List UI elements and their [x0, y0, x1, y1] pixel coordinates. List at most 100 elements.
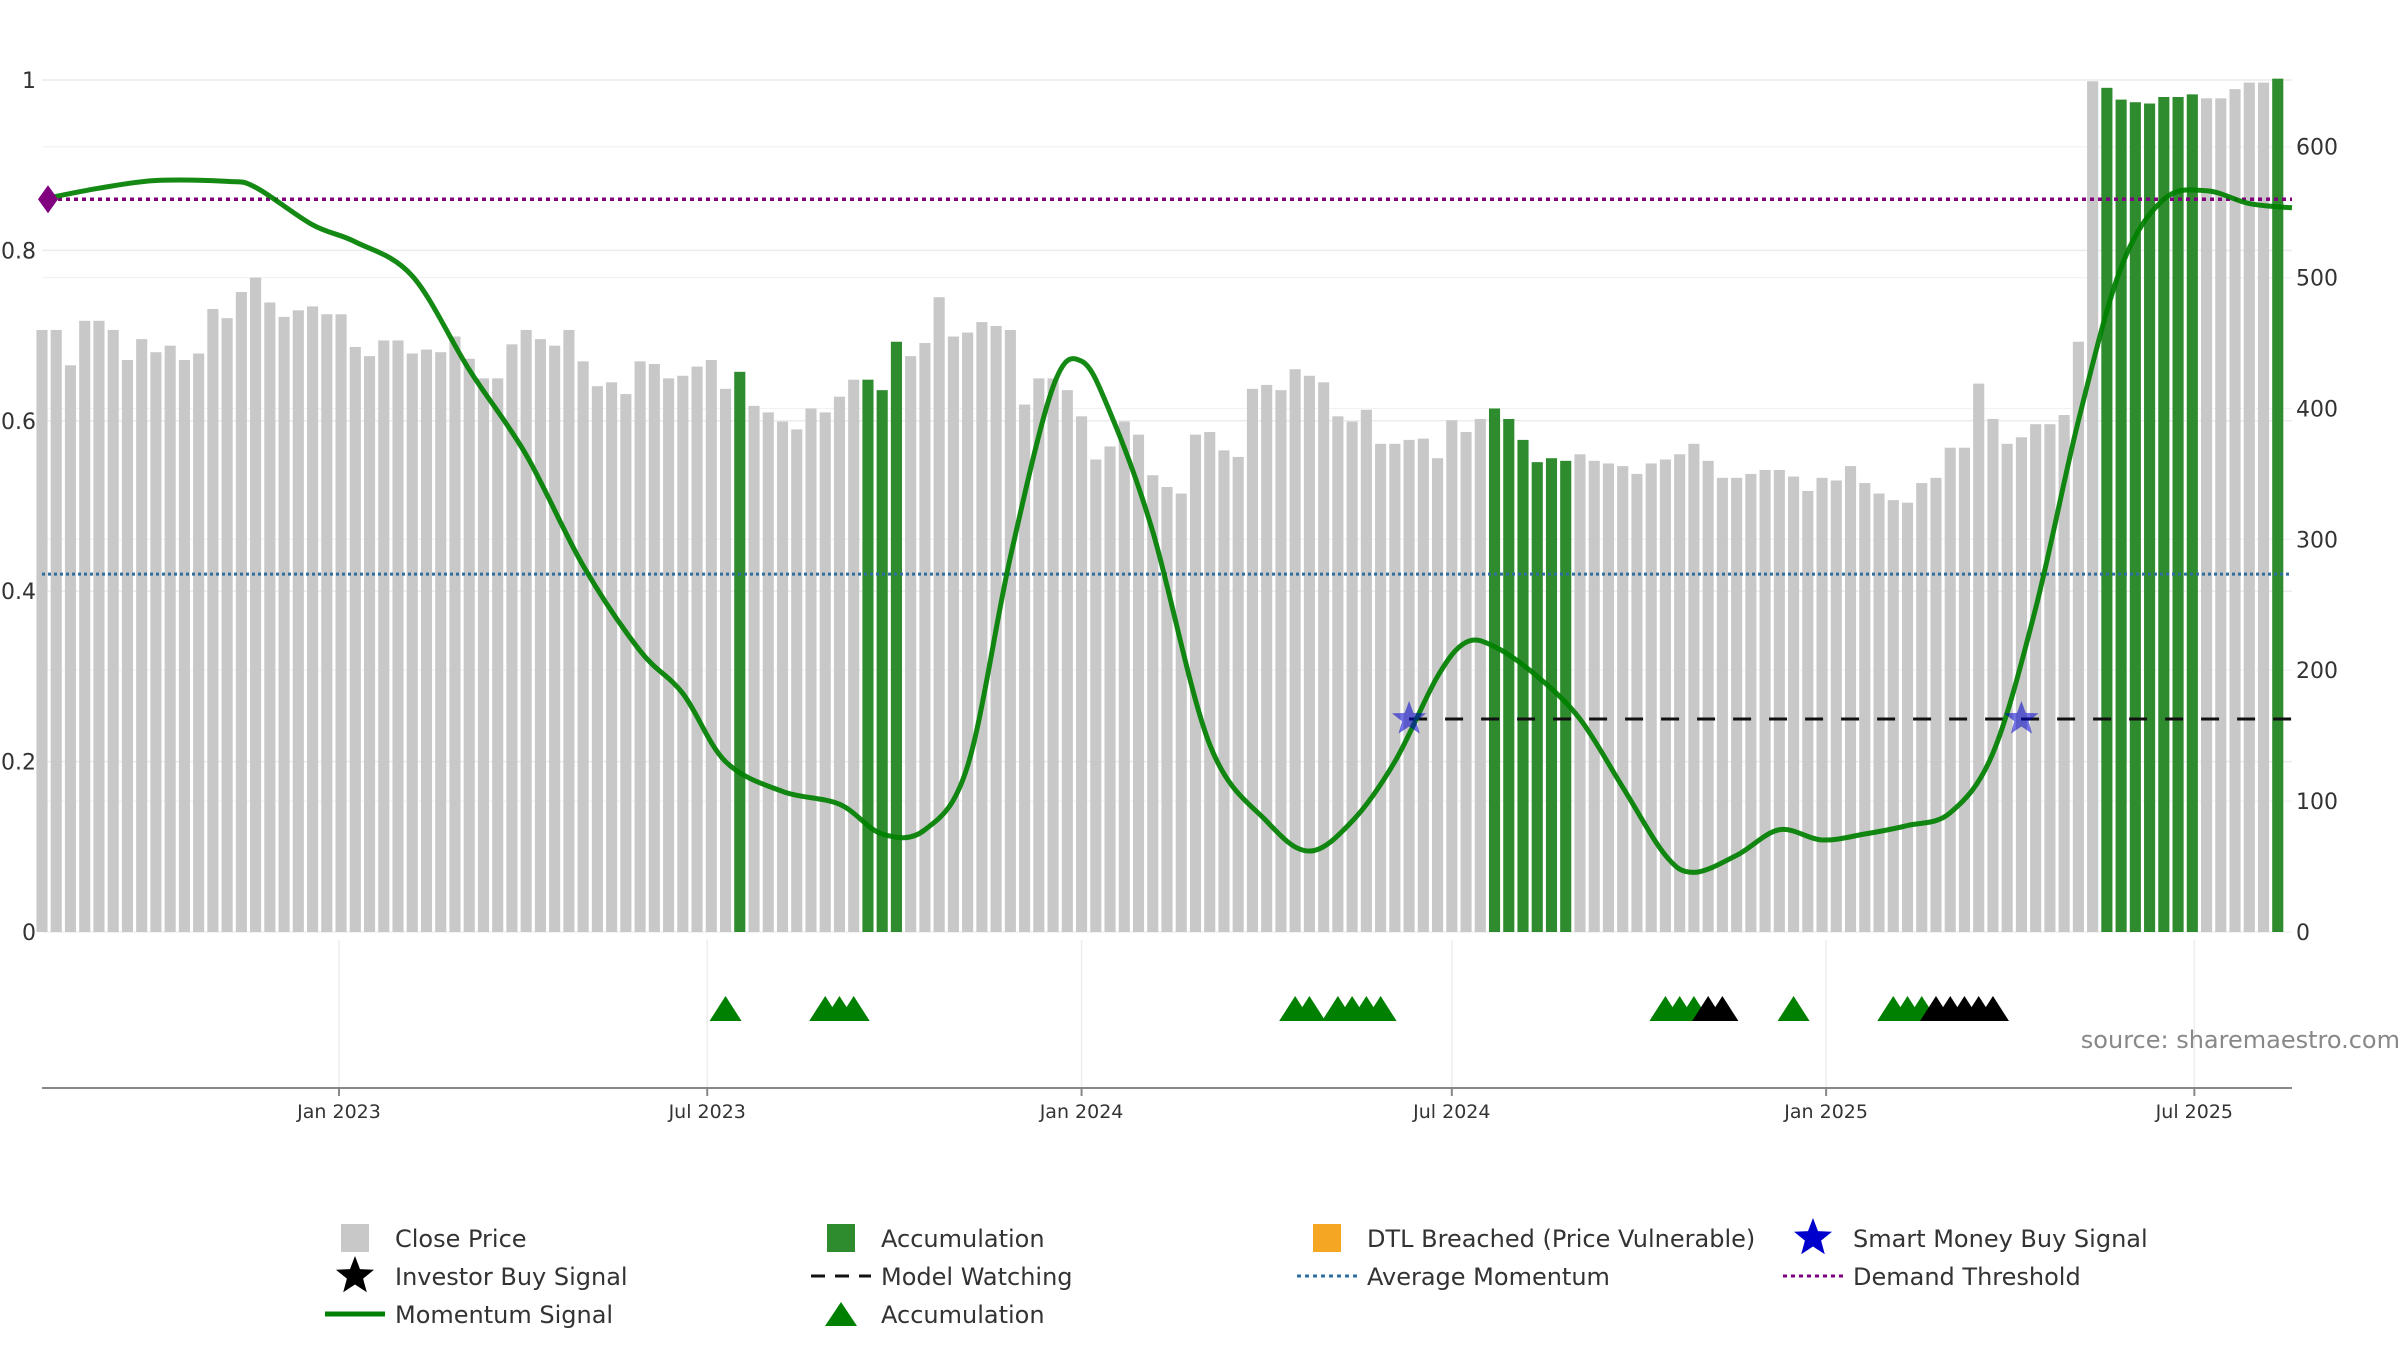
close-price-bar [136, 339, 148, 933]
investor-buy-triangle [1976, 996, 2009, 1021]
close-price-bar [477, 378, 490, 932]
close-price-bar [506, 344, 518, 932]
close-price-bar [691, 366, 703, 933]
accumulation-triangle [1364, 996, 1397, 1021]
close-price-bar [1702, 460, 1714, 932]
close-price-bar [193, 353, 205, 932]
close-price-bar [307, 306, 319, 933]
close-price-bar [2030, 424, 2042, 932]
close-price-bar [2001, 443, 2013, 932]
right-axis-ticks: 0 100 200 300 400 500 600 [2296, 136, 2338, 946]
demand-threshold-marker [38, 185, 58, 214]
close-price-bar [1474, 418, 1486, 932]
accumulation-bar [2129, 102, 2141, 932]
close-price-bar [1332, 416, 1344, 933]
momentum-signal-line [41, 177, 2293, 875]
close-price-bar [435, 352, 447, 933]
close-price-bar [1147, 475, 1159, 932]
close-price-bar [1275, 390, 1287, 932]
legend-label: Accumulation [881, 1225, 1045, 1253]
close-price-bar [1745, 473, 1757, 932]
close-price-bar [905, 356, 917, 932]
close-price-bar [2087, 81, 2099, 932]
accumulation-triangle [709, 996, 742, 1021]
source-label: source: sharemaestro.com [2081, 1026, 2400, 1054]
demand-threshold-diamond [38, 185, 58, 214]
close-price-bar [1104, 446, 1116, 932]
legend-item: Model Watching [811, 1263, 1073, 1291]
close-price-bar [449, 336, 461, 932]
accumulation-triangle [837, 996, 870, 1021]
close-price-bar [2015, 437, 2027, 932]
accumulation-bar [1531, 462, 1543, 932]
close-price-bar [1930, 477, 1942, 932]
legend-star-icon [336, 1256, 374, 1293]
close-price-bar [1189, 434, 1202, 932]
close-price-bar [1588, 460, 1600, 932]
close-price-bar [1246, 388, 1258, 933]
close-price-bar [1261, 384, 1273, 933]
close-price-bar [520, 329, 532, 933]
close-price-bar [1432, 458, 1444, 932]
accumulation-bar [1545, 458, 1558, 932]
right-tick-label: 500 [2296, 267, 2338, 292]
close-price-bar [1232, 456, 1244, 932]
close-price-bar [1303, 375, 1315, 933]
accumulation-bar [876, 390, 888, 932]
close-price-bar [577, 361, 589, 933]
close-price-bar [1061, 390, 1073, 932]
close-price-bar [1659, 459, 1671, 932]
legend-label: Smart Money Buy Signal [1853, 1225, 2148, 1253]
accumulation-bar [1517, 439, 1529, 932]
close-price-bar [107, 329, 119, 933]
close-price-bar [1019, 404, 1031, 932]
close-price-bar [1916, 483, 1928, 932]
close-price-bar [1844, 466, 1857, 932]
left-axis-ticks: 0 0.2 0.4 0.6 0.8 1 [1, 69, 36, 946]
close-price-bar [748, 405, 760, 932]
close-price-bar [962, 332, 974, 932]
close-price-bar [1688, 443, 1700, 932]
close-price-bar [2058, 415, 2070, 932]
close-price-bar [463, 358, 475, 932]
close-price-bar [2243, 82, 2255, 933]
close-price-bar [207, 309, 219, 932]
close-price-bar [848, 379, 860, 933]
price-bars [36, 78, 2284, 933]
legend-swatch [341, 1224, 369, 1252]
legend-item: Accumulation [825, 1301, 1045, 1329]
accumulation-bar [2186, 94, 2198, 932]
close-price-bar [648, 363, 660, 932]
left-tick-label: 0.6 [1, 410, 36, 435]
legend-label: DTL Breached (Price Vulnerable) [1367, 1225, 1755, 1253]
close-price-bar [1859, 483, 1871, 932]
close-price-bar [2257, 82, 2270, 933]
close-price-bar [1118, 421, 1130, 932]
legend-label: Demand Threshold [1853, 1263, 2081, 1291]
x-tick-label: Jul 2023 [668, 1101, 746, 1123]
smart-money-star [1392, 701, 1427, 734]
close-price-bar [1403, 439, 1415, 932]
legend-item: Close Price [341, 1224, 527, 1253]
close-price-bar [1047, 378, 1059, 932]
close-price-bar [349, 346, 361, 932]
right-tick-label: 400 [2296, 397, 2338, 422]
legend-item: Smart Money Buy Signal [1794, 1218, 2148, 1255]
legend-item: DTL Breached (Price Vulnerable) [1313, 1224, 1755, 1253]
close-price-bar [1645, 463, 1657, 932]
close-price-bar [64, 365, 77, 932]
close-price-bar [1788, 476, 1800, 932]
close-price-bar [1132, 434, 1145, 932]
close-price-bar [606, 382, 618, 932]
close-price-bar [1973, 383, 1985, 932]
close-price-bar [1802, 490, 1814, 932]
close-price-bar [819, 412, 831, 933]
left-tick-label: 1 [22, 69, 36, 94]
close-price-bar [1360, 409, 1372, 932]
accumulation-triangle [1293, 996, 1326, 1021]
legend-label: Average Momentum [1367, 1263, 1610, 1291]
accumulation-triangle [1777, 996, 1810, 1021]
accumulation-bar [2115, 99, 2127, 932]
close-price-bar [2215, 98, 2227, 933]
close-price-bar [79, 320, 91, 933]
